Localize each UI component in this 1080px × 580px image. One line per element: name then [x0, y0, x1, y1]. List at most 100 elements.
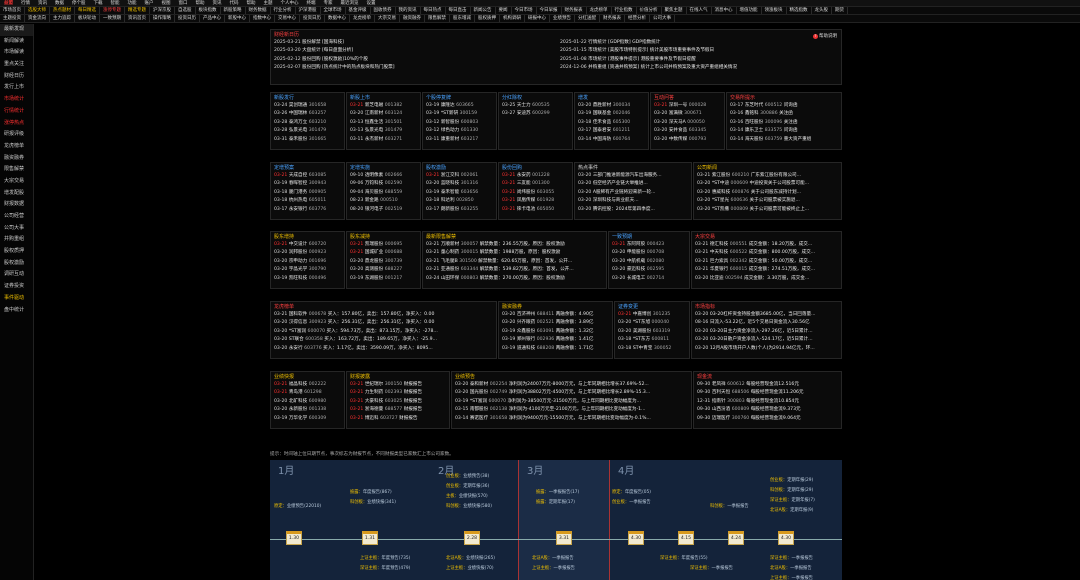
table-row[interactable]: 03-11 康重新材 603217	[423, 136, 496, 144]
sidebar-item[interactable]: 涨停热点	[4, 119, 25, 126]
nav-tab[interactable]: 板块轮动	[75, 15, 100, 22]
nav-tab[interactable]: 每日直击	[446, 7, 471, 14]
nav-tab[interactable]: 产品中心	[200, 15, 225, 22]
timeline-label[interactable]: 原定：业绩预告(22010)	[274, 504, 321, 511]
panel-title[interactable]: 一致预期	[612, 234, 633, 240]
menu-item[interactable]: 设置	[366, 1, 376, 6]
menu-item[interactable]: 行情	[21, 1, 30, 6]
timeline-label[interactable]: 深证主板：年度报告(55)	[660, 556, 708, 563]
table-row[interactable]: 03-20 润邦股份 000923	[271, 249, 344, 257]
timeline-label[interactable]: 主板：业绩快报(570)	[446, 494, 488, 501]
table-row[interactable]: 03-16 鑫铭科 300886 关注函	[727, 110, 841, 118]
table-row[interactable]: 03-18 杭州热电 605011	[271, 197, 344, 205]
nav-tab[interactable]: 在线人气	[687, 7, 712, 14]
panel-title[interactable]: 股份回购	[502, 165, 523, 171]
table-row[interactable]: 03-19 东湖股份 001217	[347, 275, 420, 283]
menu-item[interactable]: 主题	[263, 1, 273, 6]
timeline-label[interactable]: 科创板：定期年报(29)	[770, 488, 813, 495]
table-row[interactable]: 03-15 南都股份 002138 净利润为-4100万元至-2100万元，与上…	[452, 406, 691, 414]
timeline-label[interactable]: 上证主板：业绩快报(70)	[446, 566, 494, 573]
table-row[interactable]: 03-21 力生制药 002393 财报报告	[347, 389, 449, 397]
panel-title[interactable]: 互动问答	[654, 95, 675, 101]
nav-tab[interactable]: 基金评级	[346, 7, 371, 14]
table-row[interactable]: 03-19 *ST新研 300159	[423, 110, 496, 118]
table-row[interactable]: 03-21 亚通股份 603344 解禁数量：539.82万股，原因：首发，公开…	[423, 266, 606, 274]
table-row[interactable]: 03-14 中国海防 600764	[575, 136, 648, 144]
timeline-date-node[interactable]: 4.30	[778, 531, 794, 545]
menu-item[interactable]: 个人中心	[280, 1, 299, 6]
timeline-date-node[interactable]: 4.30	[628, 531, 644, 545]
table-row[interactable]: 03-12 绿色动力 601330	[423, 127, 496, 135]
table-row[interactable]: 03-20 安井食品 603345	[651, 127, 724, 135]
calendar-entry[interactable]: 2025-03-21 股份解禁 [国海科技]	[271, 39, 557, 47]
table-row[interactable]: 03-20 江南新材 603124	[347, 110, 420, 118]
sidebar-item[interactable]: 股权激励	[4, 259, 25, 266]
panel-title[interactable]: 融资融券	[502, 304, 523, 310]
menu-item[interactable]: 终端	[306, 1, 316, 6]
table-row[interactable]: 03-20 腾讯控股：2024年第四季度...	[575, 206, 691, 214]
sidebar-item[interactable]: 证券投资	[4, 283, 25, 290]
nav-tab[interactable]: 全球市场	[321, 7, 346, 14]
table-row[interactable]: 08-16 日流入-53.22亿，近5个交易日资金流入30.56亿	[692, 319, 841, 327]
table-row[interactable]: 03-20 富满微 300671	[651, 110, 724, 118]
table-row[interactable]: 03-20 惠威科技 600876 关于公司股东减持计划...	[694, 189, 841, 197]
nav-tab[interactable]: 要闻	[496, 7, 512, 14]
timeline-label[interactable]: 深证主板：年度预告(479)	[360, 566, 410, 573]
table-row[interactable]: 08-23 新金路 000510	[347, 197, 420, 205]
menu-item[interactable]: 账户	[144, 1, 154, 6]
table-row[interactable]: 09-30 山西汾酒 600809 每股经营现金流9.373元	[694, 406, 841, 414]
table-row[interactable]: 03-19 春晖智控 300943	[271, 180, 344, 188]
menu-item[interactable]: 下载	[93, 1, 103, 6]
timeline-label[interactable]: 上证主板：一季报报告	[770, 576, 813, 580]
nav-tab[interactable]: 大宗交易	[375, 15, 400, 22]
table-row[interactable]: 03-20 12月A股市场开户人数(个人)为2914.94亿元，环...	[692, 345, 841, 353]
table-row[interactable]: 03-20 北矿科技 600980	[271, 398, 344, 406]
table-row[interactable]: 03-20 ST联合 600358 买入：163.72万，卖出：189.65万，…	[271, 336, 496, 344]
table-row[interactable]: 03-21 世纪瑞尔 300150 财报报告	[347, 381, 449, 389]
sidebar-item[interactable]: 市场统计	[4, 96, 25, 103]
table-row[interactable]: 03-24 昊创瑞通 301658	[271, 102, 344, 110]
table-row[interactable]: 03-20 *ST星光 600636 关于公司股票被实施退...	[694, 197, 841, 205]
nav-tab[interactable]: 板块指数	[196, 7, 221, 14]
table-row[interactable]: 03-27 安迪苏 600299	[499, 110, 572, 118]
table-row[interactable]: 03-18 ST中青宝 300052	[615, 345, 689, 353]
nav-tab[interactable]: 今日早报	[537, 7, 562, 14]
table-row[interactable]: 12-31 指南针 300803 每股经营现金流10.854元	[694, 398, 841, 406]
table-row[interactable]: 03-20 03-20日主力资金净流入-297.26亿，近5日累计...	[692, 328, 841, 336]
nav-tab[interactable]: 财务报表	[600, 15, 625, 22]
nav-tab[interactable]: 分红送配	[575, 15, 600, 22]
table-row[interactable]: 03-25 天士力 600535	[499, 102, 572, 110]
timeline-label[interactable]: 北证A股：一季报报告	[770, 566, 812, 573]
nav-tab[interactable]: 股东增减	[450, 15, 475, 22]
panel-title[interactable]: 交易所提示	[730, 95, 756, 101]
timeline-label[interactable]: 深证主板：一季报报告	[770, 556, 813, 563]
table-row[interactable]: 03-19 国联基金 002046	[575, 110, 648, 118]
sidebar-item[interactable]: 融资融券	[4, 154, 25, 161]
table-row[interactable]: 03-21 中交设计 600720	[271, 241, 344, 249]
table-row[interactable]: 03-21 尚纬股份 603055	[499, 189, 572, 197]
table-row[interactable]: 03-17 永安银行 603776	[271, 206, 344, 214]
timeline-date-node[interactable]: 1.30	[286, 531, 302, 545]
panel-title[interactable]: 最新限售解禁	[426, 234, 457, 240]
sidebar-item[interactable]: 研报评级	[4, 131, 25, 138]
nav-tab[interactable]: 主力追踪	[50, 15, 75, 22]
sidebar-item[interactable]: 盘中统计	[4, 306, 25, 313]
table-row[interactable]: 03-20 深圳科技与商业航天...	[575, 197, 691, 205]
nav-tab[interactable]: 主题投资	[0, 15, 25, 22]
table-row[interactable]: 03-19 道通科技 688208 两融余额：1.71亿	[499, 345, 612, 353]
menu-item[interactable]: 智能	[110, 1, 120, 6]
table-row[interactable]: 03-20 宗申动力 001696	[271, 258, 344, 266]
table-row[interactable]: 03-20 高测股份 688227	[347, 266, 420, 274]
table-row[interactable]: 03-18 科达利 002850	[423, 197, 496, 205]
menu-item[interactable]: 窗口	[178, 1, 188, 6]
timeline-label[interactable]: 科创板：一季报报告	[710, 504, 749, 511]
sidebar-item[interactable]: 股权质押	[4, 248, 25, 255]
nav-tab[interactable]: 股权质押	[475, 15, 500, 22]
table-row[interactable]: 03-21 万顺新材 300057 解禁数量：236.55万股，原因：股权激励	[423, 241, 606, 249]
nav-tab[interactable]: 新股中心	[225, 15, 250, 22]
table-row[interactable]: 09-30 老凤祥 600612 每股经营现金流12.516元	[694, 381, 841, 389]
table-row[interactable]: 03-20 宇晶光学 300790	[271, 266, 344, 274]
nav-tab[interactable]: 限售解禁	[425, 15, 450, 22]
table-row[interactable]: 03-21 紫江股份 600210 广东紫江股份有限公司...	[694, 172, 841, 180]
table-row[interactable]: 03-11 永杰新材 603271	[347, 136, 420, 144]
